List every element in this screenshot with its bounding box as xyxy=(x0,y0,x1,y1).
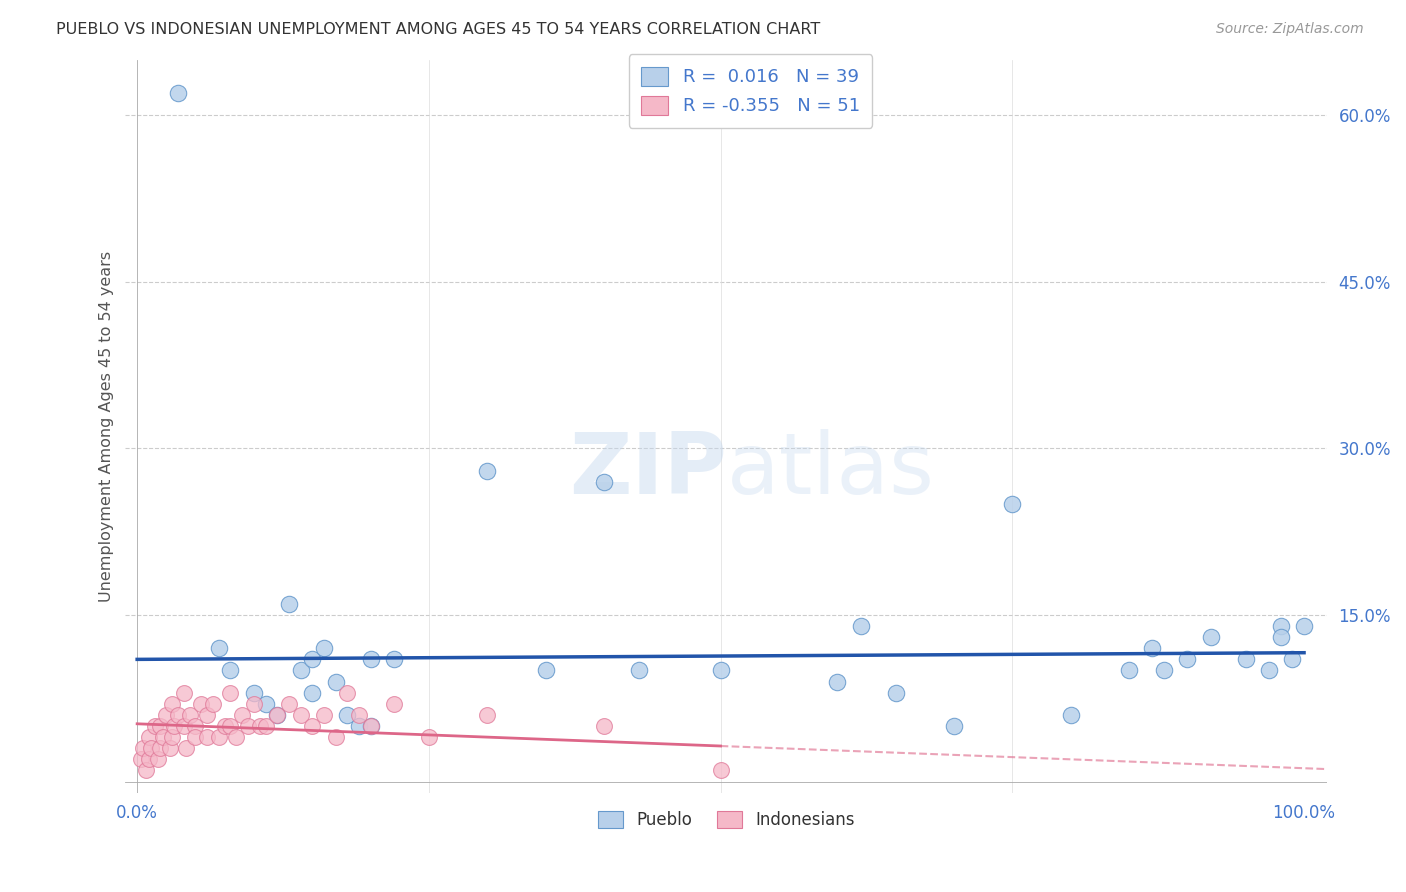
Point xyxy=(1234,652,1257,666)
Point xyxy=(243,697,266,711)
Point xyxy=(214,719,236,733)
Point xyxy=(1270,630,1292,644)
Point xyxy=(249,719,271,733)
Point xyxy=(135,764,157,778)
Point xyxy=(195,730,218,744)
Point xyxy=(138,730,160,744)
Text: Source: ZipAtlas.com: Source: ZipAtlas.com xyxy=(1216,22,1364,37)
Point xyxy=(208,641,231,656)
Point xyxy=(184,730,207,744)
Point xyxy=(1270,619,1292,633)
Point xyxy=(149,719,172,733)
Point xyxy=(155,707,177,722)
Point xyxy=(139,741,162,756)
Point xyxy=(208,730,231,744)
Point xyxy=(325,674,347,689)
Point xyxy=(347,719,370,733)
Point xyxy=(173,719,195,733)
Point xyxy=(277,597,299,611)
Point xyxy=(184,719,207,733)
Point xyxy=(143,719,166,733)
Point xyxy=(593,475,616,489)
Point xyxy=(627,664,650,678)
Point xyxy=(884,686,907,700)
Point xyxy=(149,741,172,756)
Point xyxy=(301,719,323,733)
Point xyxy=(1199,630,1222,644)
Point xyxy=(382,652,405,666)
Point xyxy=(167,86,190,100)
Text: ZIP: ZIP xyxy=(568,429,727,512)
Legend: Pueblo, Indonesians: Pueblo, Indonesians xyxy=(592,804,862,836)
Point xyxy=(173,686,195,700)
Point xyxy=(1001,497,1024,511)
Point xyxy=(1153,664,1175,678)
Point xyxy=(1059,707,1081,722)
Point xyxy=(1258,664,1281,678)
Point xyxy=(266,707,288,722)
Point xyxy=(325,730,347,744)
Point xyxy=(152,730,174,744)
Point xyxy=(163,719,186,733)
Point xyxy=(1142,641,1164,656)
Point xyxy=(243,686,266,700)
Point xyxy=(382,697,405,711)
Text: atlas: atlas xyxy=(727,429,935,512)
Point xyxy=(219,686,242,700)
Point xyxy=(167,707,190,722)
Point xyxy=(138,752,160,766)
Point xyxy=(290,707,312,722)
Point xyxy=(1281,652,1303,666)
Point xyxy=(534,664,557,678)
Point xyxy=(336,686,359,700)
Point xyxy=(195,707,218,722)
Point xyxy=(943,719,966,733)
Point xyxy=(1118,664,1140,678)
Point xyxy=(290,664,312,678)
Point xyxy=(710,764,733,778)
Point xyxy=(312,707,335,722)
Point xyxy=(710,664,733,678)
Point xyxy=(347,707,370,722)
Point xyxy=(849,619,872,633)
Point xyxy=(231,707,253,722)
Point xyxy=(1175,652,1198,666)
Point xyxy=(312,641,335,656)
Point xyxy=(360,719,382,733)
Point xyxy=(129,752,152,766)
Point xyxy=(477,464,499,478)
Point xyxy=(254,697,277,711)
Point xyxy=(301,652,323,666)
Point xyxy=(219,664,242,678)
Point xyxy=(179,707,201,722)
Point xyxy=(418,730,440,744)
Point xyxy=(219,719,242,733)
Point xyxy=(277,697,299,711)
Text: PUEBLO VS INDONESIAN UNEMPLOYMENT AMONG AGES 45 TO 54 YEARS CORRELATION CHART: PUEBLO VS INDONESIAN UNEMPLOYMENT AMONG … xyxy=(56,22,821,37)
Point xyxy=(160,730,183,744)
Point xyxy=(236,719,259,733)
Point xyxy=(336,707,359,722)
Point xyxy=(301,686,323,700)
Point xyxy=(1292,619,1315,633)
Point xyxy=(266,707,288,722)
Point xyxy=(174,741,197,756)
Point xyxy=(190,697,212,711)
Point xyxy=(225,730,247,744)
Point xyxy=(160,697,183,711)
Point xyxy=(360,652,382,666)
Point xyxy=(827,674,849,689)
Point xyxy=(477,707,499,722)
Y-axis label: Unemployment Among Ages 45 to 54 years: Unemployment Among Ages 45 to 54 years xyxy=(100,251,114,602)
Point xyxy=(146,752,169,766)
Point xyxy=(201,697,224,711)
Point xyxy=(159,741,181,756)
Point xyxy=(360,719,382,733)
Point xyxy=(132,741,155,756)
Point xyxy=(593,719,616,733)
Point xyxy=(254,719,277,733)
